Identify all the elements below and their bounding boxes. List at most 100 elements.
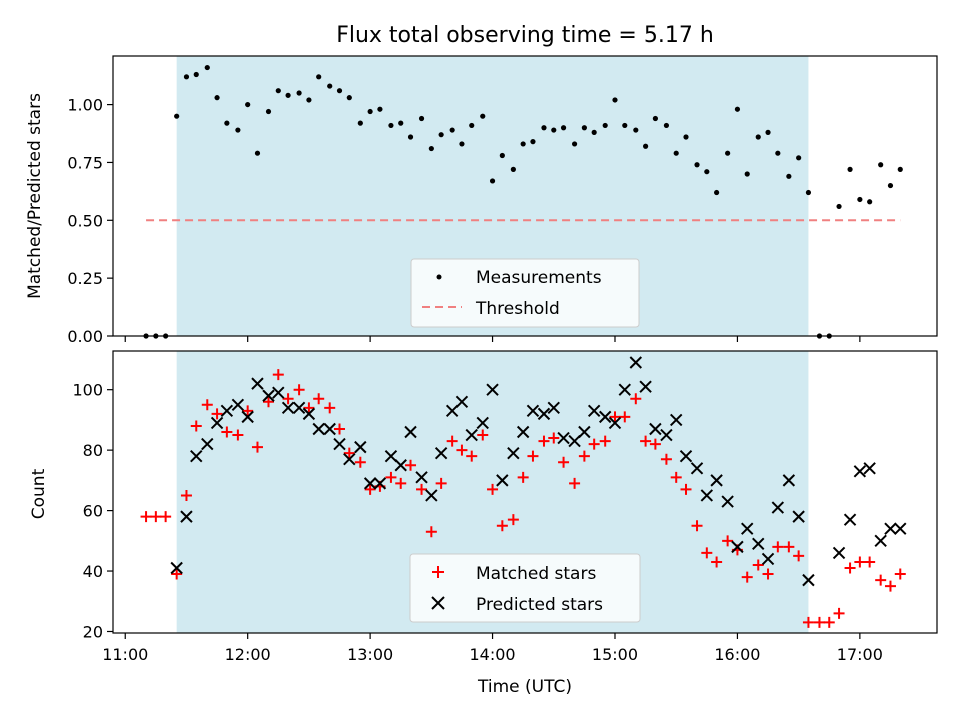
measurement-point bbox=[438, 132, 444, 138]
predicted-star-point bbox=[700, 489, 714, 502]
predicted-star-point bbox=[231, 398, 245, 412]
matched-star-point bbox=[783, 541, 795, 553]
matched-star-point bbox=[232, 429, 244, 441]
predicted-star-point bbox=[649, 422, 662, 436]
predicted-star-point bbox=[721, 495, 734, 508]
measurement-point bbox=[174, 113, 180, 119]
y-tick-label: 0.00 bbox=[67, 327, 103, 346]
predicted-star-point bbox=[486, 383, 499, 396]
y-tick-label: 60 bbox=[83, 502, 103, 521]
measurement-point bbox=[377, 106, 383, 112]
predicted-star-point bbox=[537, 407, 551, 421]
matched-star-point bbox=[150, 511, 162, 523]
predicted-star-point bbox=[425, 489, 438, 502]
matched-star-point bbox=[507, 514, 519, 526]
predicted-star-point bbox=[608, 416, 622, 430]
measurement-point bbox=[357, 120, 363, 126]
matched-star-point bbox=[171, 568, 183, 580]
matched-star-point bbox=[833, 607, 845, 619]
y-tick-label: 80 bbox=[83, 441, 103, 460]
matched-star-point bbox=[752, 559, 764, 571]
matched-star-point bbox=[395, 477, 407, 489]
predicted-stars-points bbox=[170, 356, 907, 587]
predicted-star-point bbox=[354, 440, 367, 454]
predicted-star-point bbox=[323, 422, 336, 436]
predicted-star-point bbox=[843, 513, 857, 526]
matched-star-point bbox=[446, 435, 458, 447]
measurement-point bbox=[214, 95, 220, 101]
y-tick-label: 40 bbox=[83, 562, 103, 581]
measurement-point bbox=[622, 122, 628, 129]
predicted-star-point bbox=[679, 449, 693, 463]
predicted-star-point bbox=[496, 474, 509, 487]
measurement-point bbox=[643, 143, 649, 149]
predicted-star-point bbox=[639, 380, 652, 393]
y-tick-label: 100 bbox=[72, 381, 103, 400]
measurement-point bbox=[306, 97, 312, 103]
x-tick-label: 12:00 bbox=[225, 645, 271, 664]
measurement-point bbox=[183, 74, 190, 80]
predicted-star-point bbox=[863, 462, 876, 475]
matched-star-point bbox=[649, 438, 661, 450]
legend-measurements-label: Measurements bbox=[476, 268, 602, 288]
predicted-star-point bbox=[731, 540, 744, 554]
matched-star-point bbox=[180, 489, 192, 501]
matched-star-point bbox=[405, 459, 417, 471]
matched-star-point bbox=[741, 571, 753, 583]
measurement-point bbox=[560, 125, 567, 131]
predicted-star-point bbox=[363, 477, 377, 490]
predicted-star-point bbox=[752, 537, 765, 551]
legend-matched-marker bbox=[432, 566, 444, 578]
matched-star-point bbox=[691, 520, 703, 532]
predicted-star-point bbox=[272, 386, 285, 399]
measurement-point bbox=[663, 122, 670, 129]
matched-stars-points bbox=[140, 369, 906, 628]
predicted-star-point bbox=[281, 401, 295, 415]
measurement-point bbox=[398, 120, 404, 126]
predicted-star-point bbox=[210, 416, 224, 430]
top-x-axis bbox=[124, 336, 861, 342]
matched-star-point bbox=[548, 432, 560, 444]
predicted-star-point bbox=[404, 425, 417, 439]
matched-star-point bbox=[875, 574, 887, 586]
predicted-star-point bbox=[241, 410, 254, 424]
predicted-star-point bbox=[516, 425, 530, 439]
predicted-star-point bbox=[587, 404, 601, 418]
measurement-point bbox=[480, 113, 486, 119]
measurement-point bbox=[541, 125, 547, 131]
measurement-point bbox=[327, 83, 333, 89]
matched-star-point bbox=[762, 568, 774, 580]
legend-matched-label: Matched stars bbox=[476, 564, 596, 584]
top-y-axis-label: Matched/Predicted stars bbox=[25, 93, 45, 299]
predicted-star-point bbox=[792, 510, 805, 523]
predicted-star-point bbox=[476, 416, 489, 430]
predicted-star-point bbox=[771, 501, 785, 514]
top-legend-box bbox=[410, 258, 640, 328]
matched-star-point bbox=[578, 450, 590, 462]
matched-star-point bbox=[242, 405, 254, 417]
measurement-point bbox=[704, 169, 710, 175]
measurement-point bbox=[418, 115, 425, 122]
measurement-point bbox=[633, 127, 639, 133]
measurement-point bbox=[714, 189, 720, 196]
predicted-star-point bbox=[170, 561, 183, 575]
bottom-legend-box bbox=[409, 553, 641, 623]
matched-star-point bbox=[609, 411, 621, 423]
predicted-star-point bbox=[802, 573, 815, 587]
bottom-x-axis: 11:00 12:00 13:00 14:00 15:00 16:00 17:00 bbox=[102, 633, 883, 664]
measurement-point bbox=[612, 97, 618, 103]
predicted-star-point bbox=[343, 452, 356, 466]
matched-star-point bbox=[619, 411, 631, 423]
predicted-star-point bbox=[741, 522, 754, 535]
matched-star-point bbox=[670, 471, 682, 483]
matched-star-point bbox=[343, 447, 355, 459]
measurement-point bbox=[316, 74, 322, 80]
matched-star-point bbox=[456, 444, 468, 456]
predicted-star-point bbox=[262, 389, 275, 402]
matched-star-point bbox=[324, 402, 336, 414]
matched-star-point bbox=[844, 562, 856, 574]
measurement-point bbox=[469, 122, 475, 129]
matched-star-point bbox=[262, 396, 274, 408]
measurement-point bbox=[407, 134, 414, 140]
